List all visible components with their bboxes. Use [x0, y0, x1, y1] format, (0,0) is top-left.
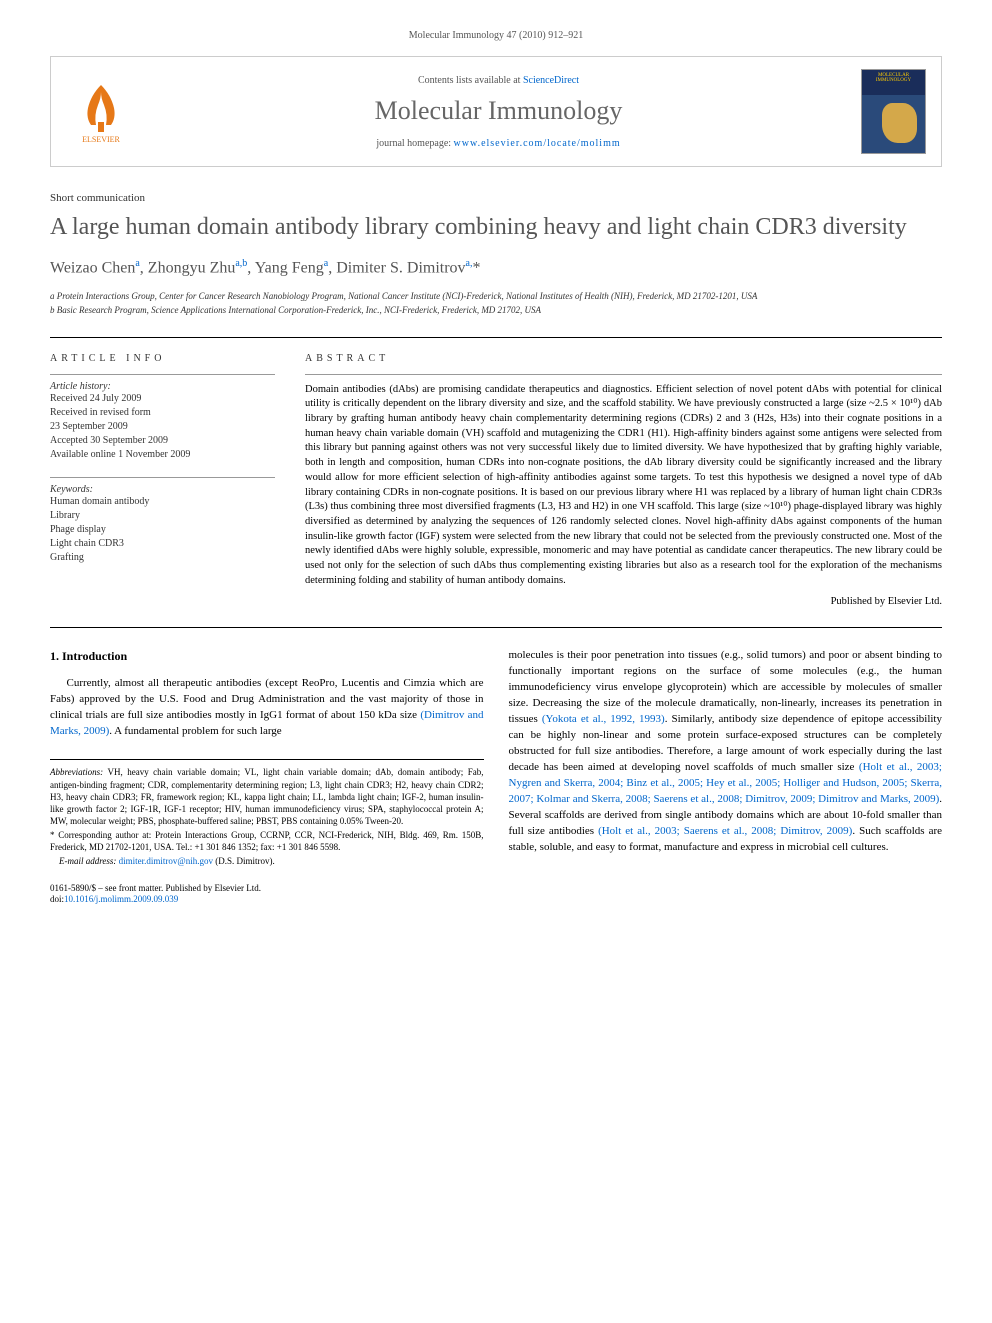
authors: Weizao Chena, Zhongyu Zhua,b, Yang Fenga… — [50, 258, 942, 277]
homepage-label: journal homepage: — [376, 138, 453, 149]
elsevier-tree-icon — [76, 80, 126, 135]
journal-name: Molecular Immunology — [136, 96, 861, 126]
article-type: Short communication — [50, 192, 942, 204]
section-heading: 1. Introduction — [50, 648, 484, 665]
doi-link[interactable]: 10.1016/j.molimm.2009.09.039 — [64, 894, 178, 904]
elsevier-label: ELSEVIER — [82, 135, 120, 144]
article-info-label: ARTICLE INFO — [50, 353, 275, 364]
sciencedirect-link[interactable]: ScienceDirect — [523, 75, 579, 86]
contents-link-row: Contents lists available at ScienceDirec… — [136, 75, 861, 86]
keywords-block: Keywords: Human domain antibodyLibraryPh… — [50, 477, 275, 565]
homepage-url[interactable]: www.elsevier.com/locate/molimm — [454, 138, 621, 149]
body-right-col: molecules is their poor penetration into… — [509, 648, 943, 906]
email-line: E-mail address: dimiter.dimitrov@nih.gov… — [50, 855, 484, 867]
page-header: Molecular Immunology 47 (2010) 912–921 — [50, 30, 942, 41]
affiliations: a Protein Interactions Group, Center for… — [50, 290, 942, 317]
journal-cover-thumbnail — [861, 69, 926, 154]
citation-link[interactable]: (Yokota et al., 1992, 1993) — [542, 713, 665, 725]
section-title: Introduction — [62, 649, 127, 663]
article-title: A large human domain antibody library co… — [50, 212, 942, 243]
copyright-line: 0161-5890/$ – see front matter. Publishe… — [50, 883, 484, 895]
elsevier-logo: ELSEVIER — [66, 72, 136, 152]
doi-line: doi:10.1016/j.molimm.2009.09.039 — [50, 894, 484, 906]
body-columns: 1. Introduction Currently, almost all th… — [50, 648, 942, 906]
homepage-row: journal homepage: www.elsevier.com/locat… — [136, 138, 861, 149]
abstract-text: Domain antibodies (dAbs) are promising c… — [305, 383, 942, 589]
section-number: 1. — [50, 649, 59, 663]
citation-link[interactable]: (Holt et al., 2003; Saerens et al., 2008… — [598, 825, 852, 837]
history-text: Received 24 July 2009Received in revised… — [50, 392, 275, 462]
section-rule-2 — [50, 627, 942, 628]
info-abstract-row: ARTICLE INFO Article history: Received 2… — [50, 353, 942, 608]
body-left-col: 1. Introduction Currently, almost all th… — [50, 648, 484, 906]
abbreviations: Abbreviations: VH, heavy chain variable … — [50, 766, 484, 827]
history-block: Article history: Received 24 July 2009Re… — [50, 374, 275, 462]
affiliation-b: b Basic Research Program, Science Applic… — [50, 304, 942, 317]
abstract-col: ABSTRACT Domain antibodies (dAbs) are pr… — [305, 353, 942, 608]
corresponding-author: * Corresponding author at: Protein Inter… — [50, 829, 484, 853]
affiliation-a: a Protein Interactions Group, Center for… — [50, 290, 942, 303]
history-heading: Article history: — [50, 381, 275, 392]
footnotes: Abbreviations: VH, heavy chain variable … — [50, 759, 484, 867]
publisher-line: Published by Elsevier Ltd. — [305, 596, 942, 607]
abstract-label: ABSTRACT — [305, 353, 942, 364]
section-rule — [50, 337, 942, 338]
intro-para-1: Currently, almost all therapeutic antibo… — [50, 676, 484, 740]
keywords-text: Human domain antibodyLibraryPhage displa… — [50, 495, 275, 565]
article-info-col: ARTICLE INFO Article history: Received 2… — [50, 353, 275, 608]
contents-text: Contents lists available at — [418, 75, 523, 86]
intro-para-continued: molecules is their poor penetration into… — [509, 648, 943, 855]
journal-center: Contents lists available at ScienceDirec… — [136, 75, 861, 149]
email-link[interactable]: dimiter.dimitrov@nih.gov — [119, 856, 213, 866]
journal-box: ELSEVIER Contents lists available at Sci… — [50, 56, 942, 167]
keywords-heading: Keywords: — [50, 484, 275, 495]
copyright-block: 0161-5890/$ – see front matter. Publishe… — [50, 883, 484, 906]
